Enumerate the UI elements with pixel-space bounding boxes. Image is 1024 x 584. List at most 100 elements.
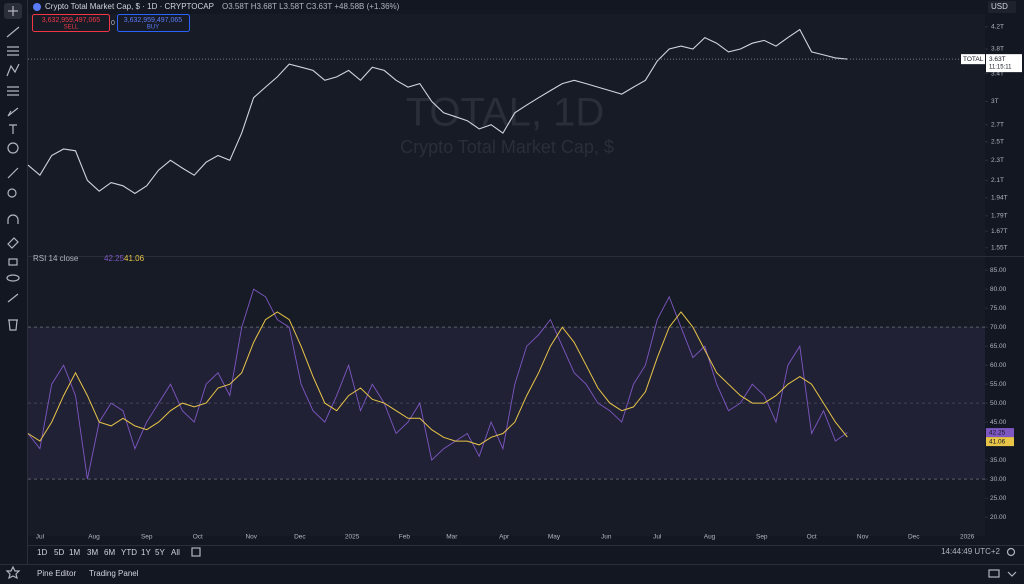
y-tick-label: 3T bbox=[991, 98, 999, 105]
symbol-tag bbox=[961, 54, 985, 65]
magnet-tool[interactable] bbox=[7, 214, 19, 224]
y-tick-label: 3.8T bbox=[991, 46, 1004, 53]
settings-button[interactable] bbox=[1006, 547, 1016, 557]
x-tick-label: Dec bbox=[294, 534, 306, 541]
countdown: 11:15:11 bbox=[989, 65, 1012, 71]
x-tick-label: Aug bbox=[704, 534, 716, 541]
link-tool[interactable] bbox=[7, 293, 19, 303]
y-tick-label: 45.00 bbox=[990, 419, 1007, 426]
buy-button[interactable] bbox=[117, 14, 190, 32]
buy-label: BUY bbox=[147, 25, 159, 31]
y-tick-label: 80.00 bbox=[990, 286, 1007, 293]
range-button[interactable]: 6M bbox=[104, 548, 115, 557]
favorites-tool[interactable] bbox=[5, 565, 21, 580]
x-tick-label: Sep bbox=[141, 534, 153, 541]
y-tick-label: 55.00 bbox=[990, 381, 1007, 388]
range-button[interactable]: 5Y bbox=[155, 548, 165, 557]
symbol-logo bbox=[33, 3, 41, 11]
range-button[interactable]: 3M bbox=[87, 548, 98, 557]
y-tick-label: 1.67T bbox=[991, 228, 1008, 235]
y-tick-label: 2.5T bbox=[991, 139, 1004, 146]
last-price-tag bbox=[986, 54, 1022, 73]
y-tick-label: 85.00 bbox=[990, 267, 1007, 274]
trading-panel-tab[interactable]: Trading Panel bbox=[89, 569, 139, 578]
symbol-title: Crypto Total Market Cap, $ · 1D · CRYPTO… bbox=[45, 2, 214, 11]
watermark-subtitle: Crypto Total Market Cap, $ bbox=[400, 137, 614, 157]
sell-button[interactable] bbox=[32, 14, 110, 32]
x-tick-label: Nov bbox=[245, 534, 257, 541]
y-tick-label: 2.3T bbox=[991, 157, 1004, 164]
x-tick-label: 2026 bbox=[960, 534, 975, 541]
visibility-tool[interactable] bbox=[6, 274, 20, 282]
projection-tool[interactable] bbox=[7, 86, 19, 96]
ruler-tool[interactable] bbox=[7, 167, 19, 179]
header: Crypto Total Market Cap, $ · 1D · CRYPTO… bbox=[32, 1, 1016, 32]
trendline-tool[interactable] bbox=[6, 26, 20, 38]
maximize-button[interactable] bbox=[988, 569, 1000, 578]
last-value-tag bbox=[986, 428, 1014, 438]
sell-label: SELL bbox=[64, 25, 79, 31]
y-tick-label: 4.2T bbox=[991, 24, 1004, 31]
y-tick-label: 65.00 bbox=[990, 343, 1007, 350]
range-button[interactable]: All bbox=[171, 548, 180, 557]
y-tick-label: 2.1T bbox=[991, 177, 1004, 184]
currency-button[interactable] bbox=[988, 1, 1016, 13]
buy-price: 3,632,959,497,065 bbox=[124, 17, 182, 24]
spread: 0 bbox=[111, 20, 115, 27]
range-button[interactable]: 1M bbox=[69, 548, 80, 557]
last-value-label: 42.25 bbox=[989, 429, 1006, 436]
collapse-button[interactable] bbox=[1007, 571, 1017, 577]
last-value-label: 41.06 bbox=[989, 438, 1006, 445]
y-tick-label: 3.4T bbox=[991, 70, 1004, 77]
x-tick-label: Apr bbox=[499, 534, 510, 541]
range-button[interactable]: YTD bbox=[121, 548, 137, 557]
last-value-tag bbox=[986, 437, 1014, 447]
x-tick-label: Feb bbox=[399, 534, 411, 541]
sell-price: 3,632,959,497,065 bbox=[42, 17, 100, 24]
y-tick-label: 35.00 bbox=[990, 457, 1007, 464]
y-tick-label: 1.94T bbox=[991, 195, 1008, 202]
delete-tool[interactable] bbox=[8, 319, 18, 331]
left-toolbar bbox=[4, 3, 22, 580]
symbol-tag-label: TOTAL bbox=[963, 56, 984, 63]
x-tick-label: May bbox=[548, 534, 561, 541]
y-tick-label: 70.00 bbox=[990, 324, 1007, 331]
zoom-tool[interactable] bbox=[7, 188, 17, 198]
x-tick-label: Dec bbox=[908, 534, 920, 541]
range-button[interactable]: 5D bbox=[54, 548, 64, 557]
y-tick-label: 75.00 bbox=[990, 305, 1007, 312]
rsi-value: 42.25 bbox=[104, 254, 125, 263]
x-tick-label: Aug bbox=[88, 534, 100, 541]
y-tick-label: 25.00 bbox=[990, 495, 1007, 502]
rsi-line bbox=[27, 288, 848, 480]
watermark: TOTAL, 1D bbox=[406, 91, 605, 135]
x-tick-label: Oct bbox=[193, 534, 203, 541]
pattern-tool[interactable] bbox=[6, 63, 20, 77]
y-tick-label: 1.79T bbox=[991, 213, 1008, 220]
range-button[interactable]: 1D bbox=[37, 548, 47, 557]
brush-tool[interactable] bbox=[7, 107, 19, 117]
x-tick-label: Jun bbox=[601, 534, 612, 541]
price-line bbox=[27, 28, 848, 195]
date-range-button[interactable] bbox=[191, 547, 201, 557]
pine-editor-tab[interactable]: Pine Editor bbox=[37, 569, 76, 578]
lock-tool[interactable] bbox=[8, 258, 18, 266]
fib-tool[interactable] bbox=[7, 46, 19, 56]
x-tick-label: 2025 bbox=[345, 534, 360, 541]
y-tick-label: 2.7T bbox=[991, 121, 1004, 128]
rsi-ma-line bbox=[27, 311, 848, 446]
rsi-ma-value: 41.06 bbox=[124, 254, 145, 263]
range-button[interactable]: 1Y bbox=[141, 548, 151, 557]
y-tick-label: 60.00 bbox=[990, 362, 1007, 369]
x-tick-label: Oct bbox=[807, 534, 817, 541]
y-tick-label: 1.55T bbox=[991, 244, 1008, 251]
x-tick-label: Nov bbox=[857, 534, 869, 541]
rsi-title: RSI 14 close bbox=[33, 254, 79, 263]
draw-mode-tool[interactable] bbox=[7, 237, 19, 249]
text-tool[interactable] bbox=[9, 124, 17, 134]
x-tick-label: Jul bbox=[653, 534, 662, 541]
crosshair-icon bbox=[8, 6, 18, 16]
plot-background bbox=[28, 14, 985, 536]
emoji-tool[interactable] bbox=[7, 142, 19, 154]
